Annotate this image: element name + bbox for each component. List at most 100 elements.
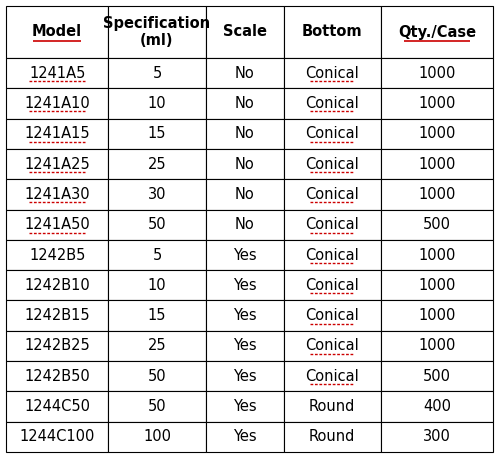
Text: 1244C50: 1244C50	[24, 399, 90, 414]
Bar	[206, 149, 283, 179]
Bar	[6, 210, 108, 240]
Text: 1241A25: 1241A25	[24, 157, 90, 172]
Text: No: No	[235, 187, 254, 202]
Text: 1000: 1000	[418, 278, 456, 293]
Text: 500: 500	[423, 217, 451, 232]
Text: Conical: Conical	[305, 369, 359, 384]
Text: Qty./Case: Qty./Case	[398, 24, 476, 39]
Text: 1242B15: 1242B15	[24, 308, 90, 323]
Bar	[108, 119, 206, 149]
Text: 50: 50	[148, 217, 166, 232]
Bar	[381, 119, 493, 149]
Text: Yes: Yes	[233, 399, 256, 414]
Bar	[108, 361, 206, 392]
Text: 10: 10	[148, 278, 166, 293]
Bar	[108, 210, 206, 240]
Bar	[283, 58, 381, 88]
Text: Conical: Conical	[305, 247, 359, 262]
Bar	[108, 422, 206, 452]
Text: 400: 400	[423, 399, 451, 414]
Bar	[381, 210, 493, 240]
Text: Conical: Conical	[305, 278, 359, 293]
Bar	[6, 270, 108, 300]
Bar	[381, 270, 493, 300]
Text: 1000: 1000	[418, 65, 456, 81]
Bar	[108, 58, 206, 88]
Bar	[108, 300, 206, 331]
Text: Specification
(ml): Specification (ml)	[103, 16, 211, 48]
Text: 1242B10: 1242B10	[24, 278, 90, 293]
Bar	[381, 240, 493, 270]
Text: 15: 15	[148, 126, 166, 141]
Bar	[6, 88, 108, 119]
Bar	[206, 240, 283, 270]
Bar	[108, 88, 206, 119]
Bar	[283, 88, 381, 119]
Text: No: No	[235, 126, 254, 141]
Text: 1241A5: 1241A5	[29, 65, 85, 81]
Bar	[283, 300, 381, 331]
Bar	[283, 119, 381, 149]
Bar	[206, 119, 283, 149]
Text: 50: 50	[148, 369, 166, 384]
Text: Yes: Yes	[233, 338, 256, 354]
Text: Yes: Yes	[233, 429, 256, 444]
Bar	[6, 300, 108, 331]
Text: Model: Model	[32, 24, 82, 39]
Text: Conical: Conical	[305, 157, 359, 172]
Bar	[206, 392, 283, 422]
Text: Conical: Conical	[305, 126, 359, 141]
Text: 1000: 1000	[418, 338, 456, 354]
Bar	[381, 88, 493, 119]
Text: 1000: 1000	[418, 308, 456, 323]
Bar	[283, 179, 381, 210]
Text: 1241A50: 1241A50	[24, 217, 90, 232]
Bar	[6, 149, 108, 179]
Bar	[108, 6, 206, 58]
Text: Conical: Conical	[305, 217, 359, 232]
Text: Yes: Yes	[233, 247, 256, 262]
Text: Bottom: Bottom	[302, 24, 363, 39]
Bar	[6, 240, 108, 270]
Bar	[283, 6, 381, 58]
Bar	[108, 240, 206, 270]
Text: 500: 500	[423, 369, 451, 384]
Text: 1000: 1000	[418, 187, 456, 202]
Bar	[381, 6, 493, 58]
Bar	[381, 392, 493, 422]
Text: 1000: 1000	[418, 96, 456, 111]
Text: Round: Round	[309, 399, 355, 414]
Text: No: No	[235, 217, 254, 232]
Text: 1000: 1000	[418, 126, 456, 141]
Text: Conical: Conical	[305, 187, 359, 202]
Bar	[381, 361, 493, 392]
Text: Yes: Yes	[233, 308, 256, 323]
Text: 50: 50	[148, 399, 166, 414]
Bar	[6, 58, 108, 88]
Bar	[283, 210, 381, 240]
Text: Yes: Yes	[233, 278, 256, 293]
Text: 25: 25	[148, 157, 166, 172]
Bar	[206, 179, 283, 210]
Bar	[206, 422, 283, 452]
Text: 5: 5	[152, 65, 162, 81]
Bar	[6, 6, 108, 58]
Bar	[206, 58, 283, 88]
Text: 5: 5	[152, 247, 162, 262]
Text: Conical: Conical	[305, 65, 359, 81]
Bar	[6, 331, 108, 361]
Bar	[283, 392, 381, 422]
Bar	[381, 149, 493, 179]
Text: 300: 300	[423, 429, 451, 444]
Text: 1241A30: 1241A30	[24, 187, 90, 202]
Text: No: No	[235, 96, 254, 111]
Bar	[381, 422, 493, 452]
Text: 1000: 1000	[418, 247, 456, 262]
Bar	[206, 6, 283, 58]
Bar	[6, 119, 108, 149]
Bar	[206, 300, 283, 331]
Text: 1242B25: 1242B25	[24, 338, 90, 354]
Bar	[206, 270, 283, 300]
Bar	[6, 422, 108, 452]
Bar	[108, 179, 206, 210]
